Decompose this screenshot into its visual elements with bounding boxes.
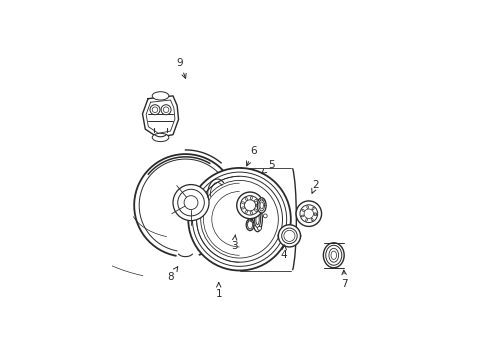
Circle shape	[295, 201, 321, 226]
Circle shape	[192, 172, 286, 266]
Ellipse shape	[259, 200, 264, 211]
Ellipse shape	[245, 219, 253, 231]
Ellipse shape	[241, 207, 244, 209]
Text: 6: 6	[246, 146, 256, 166]
Text: 7: 7	[341, 270, 347, 289]
Circle shape	[173, 185, 208, 221]
Circle shape	[304, 209, 313, 219]
Ellipse shape	[152, 133, 168, 141]
Circle shape	[177, 189, 204, 216]
Ellipse shape	[328, 248, 338, 262]
Ellipse shape	[244, 210, 247, 213]
Ellipse shape	[241, 202, 244, 204]
Ellipse shape	[278, 229, 300, 243]
Circle shape	[299, 205, 317, 222]
Ellipse shape	[305, 219, 307, 221]
Ellipse shape	[255, 214, 259, 225]
Ellipse shape	[306, 206, 308, 208]
Ellipse shape	[311, 207, 314, 210]
Circle shape	[200, 180, 278, 258]
Ellipse shape	[325, 245, 341, 265]
Ellipse shape	[260, 202, 263, 209]
Circle shape	[285, 232, 293, 240]
Circle shape	[240, 196, 259, 215]
Text: 1: 1	[215, 283, 222, 299]
Circle shape	[284, 230, 294, 242]
Ellipse shape	[257, 198, 265, 213]
Ellipse shape	[247, 221, 252, 229]
Ellipse shape	[301, 215, 303, 217]
Ellipse shape	[255, 204, 259, 206]
Text: 3: 3	[230, 235, 237, 251]
Circle shape	[152, 107, 158, 112]
Circle shape	[188, 168, 290, 270]
Circle shape	[255, 208, 259, 212]
Ellipse shape	[250, 196, 252, 200]
Ellipse shape	[323, 243, 344, 268]
Text: 8: 8	[166, 267, 177, 283]
Text: 2: 2	[311, 180, 318, 193]
Circle shape	[236, 192, 263, 219]
Ellipse shape	[254, 199, 257, 202]
Ellipse shape	[152, 92, 168, 100]
Text: 5: 5	[261, 160, 274, 174]
Circle shape	[263, 214, 266, 218]
Circle shape	[246, 224, 250, 228]
Ellipse shape	[310, 218, 312, 221]
Ellipse shape	[252, 207, 262, 232]
Ellipse shape	[254, 209, 257, 211]
Circle shape	[281, 228, 297, 244]
Ellipse shape	[313, 213, 316, 215]
Circle shape	[257, 226, 261, 230]
Circle shape	[161, 105, 171, 115]
Circle shape	[196, 176, 282, 262]
Ellipse shape	[330, 251, 336, 260]
Circle shape	[183, 195, 198, 210]
Circle shape	[244, 200, 255, 211]
Text: 9: 9	[176, 58, 186, 78]
Ellipse shape	[296, 206, 321, 221]
Circle shape	[150, 105, 160, 115]
Ellipse shape	[313, 214, 316, 216]
Circle shape	[163, 107, 168, 112]
Circle shape	[278, 225, 300, 247]
Text: 4: 4	[280, 245, 286, 260]
Circle shape	[245, 212, 249, 216]
Ellipse shape	[244, 197, 247, 201]
Ellipse shape	[301, 210, 304, 211]
Ellipse shape	[254, 211, 260, 228]
Ellipse shape	[250, 211, 252, 214]
